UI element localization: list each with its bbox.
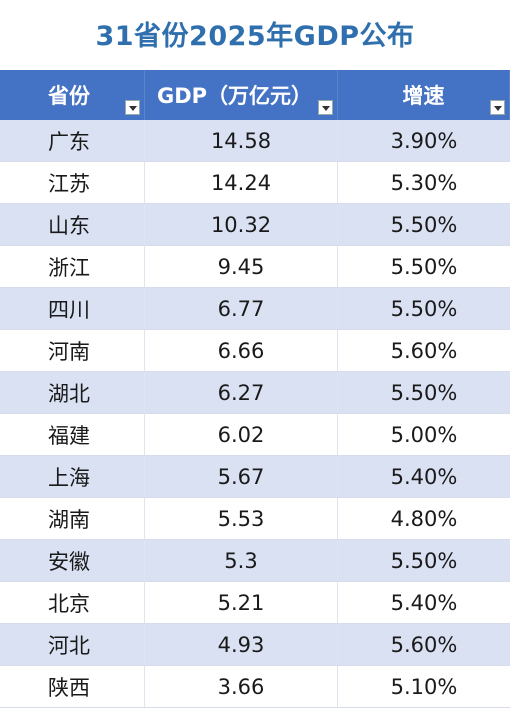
table-cell: 5.3 [145,540,338,581]
table-row: 陕西 3.66 5.10% [0,666,510,708]
filter-dropdown[interactable] [490,100,505,115]
table: 省份 GDP（万亿元） 增速广东 14.58 3.90% 江苏 14.24 5.30% 山东 10… [0,70,510,708]
table-row: 北京 5.21 5.40% [0,582,510,624]
header-cell: 省份 [0,70,145,120]
table-cell: 5.40% [390,590,458,615]
table-row: 福建 6.02 5.00% [0,414,510,456]
table-cell: 江苏 [0,162,145,203]
table-cell: 山东 [0,204,145,245]
header-cell: 增速 [338,70,510,120]
table-cell: 5.50% [390,254,458,279]
table-cell: 湖北 [0,372,145,413]
table-row: 湖南 5.53 4.80% [0,498,510,540]
table-cell: 6.27 [145,372,338,413]
table-cell: 5.60% [390,338,458,363]
table-cell: 5.53 [145,498,338,539]
table-cell: 浙江 [0,246,145,287]
table-row: 湖北 6.27 5.50% [0,372,510,414]
table-cell: 河南 [0,330,145,371]
table-cell: 6.77 [145,288,338,329]
table-row: 河北 4.93 5.60% [0,624,510,666]
table-cell: 5.50% [390,548,458,573]
table-cell: 上海 [0,456,145,497]
table-cell: 陕西 [0,666,145,707]
table-cell: 广东 [0,120,145,161]
header-text: 省份 [48,84,90,108]
table-cell: 5.00% [390,422,458,447]
table-cell: 3.66 [145,666,338,707]
table-cell: 4.80% [390,506,458,531]
table-cell: 湖南 [0,498,145,539]
table-row: 安徽 5.3 5.50% [0,540,510,582]
table-row: 山东 10.32 5.50% [0,204,510,246]
table-cell: 安徽 [0,540,145,581]
table-cell: 河北 [0,624,145,665]
table-cell: 5.50% [390,296,458,321]
table-cell: 5.60% [390,632,458,657]
table-cell: 4.93 [145,624,338,665]
table-cell: 6.02 [145,414,338,455]
table-cell: 5.30% [390,170,458,195]
table-row: 浙江 9.45 5.50% [0,246,510,288]
table-cell: 5.21 [145,582,338,623]
table-row: 四川 6.77 5.50% [0,288,510,330]
table-row: 河南 6.66 5.60% [0,330,510,372]
table-cell: 5.67 [145,456,338,497]
filter-dropdown[interactable] [318,100,333,115]
table-cell: 14.58 [145,120,338,161]
table-cell: 6.66 [145,330,338,371]
title: 31省份2025年GDP公布 [95,21,415,52]
table-row: 上海 5.67 5.40% [0,456,510,498]
table-cell: 9.45 [145,246,338,287]
table-cell: 3.90% [390,128,458,153]
table-cell: 北京 [0,582,145,623]
header-text: GDP（万亿元） [157,84,313,108]
table-row: 江苏 14.24 5.30% [0,162,510,204]
table-cell: 5.50% [390,380,458,405]
table-cell: 5.50% [390,212,458,237]
header-cell: GDP（万亿元） [145,70,338,120]
table-cell: 10.32 [145,204,338,245]
table-cell: 14.24 [145,162,338,203]
table-cell: 福建 [0,414,145,455]
table-cell: 5.10% [390,674,458,699]
table-cell: 四川 [0,288,145,329]
table-row: 广东 14.58 3.90% [0,120,510,162]
filter-dropdown[interactable] [125,100,140,115]
header-row: 省份 GDP（万亿元） 增速 [0,70,510,120]
header-text: 增速 [402,84,445,108]
table-cell: 5.40% [390,464,458,489]
